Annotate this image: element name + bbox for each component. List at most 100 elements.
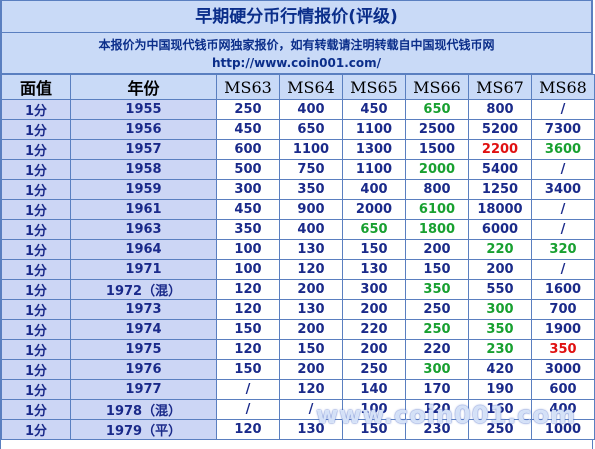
price-cell: 1800 [405, 219, 469, 240]
table-row: 1分 1974 150 200 220 250 350 1900 [1, 319, 595, 340]
header-denomination: 面值 [1, 74, 71, 100]
price-cell: 600 [531, 379, 595, 400]
price-cell: 3600 [531, 139, 595, 160]
price-cell: 1250 [468, 179, 532, 200]
price-cell: 250 [405, 319, 469, 340]
price-cell: 120 [216, 339, 280, 360]
table-row: 1分 1959 300 350 400 800 1250 3400 [1, 179, 595, 200]
year-cell: 1971 [70, 259, 217, 280]
price-cell: 350 [405, 279, 469, 300]
price-cell: 18000 [468, 199, 532, 220]
price-cell: 220 [342, 319, 406, 340]
price-cell: 1100 [342, 159, 406, 180]
price-cell: 5200 [468, 119, 532, 140]
header-year: 年份 [70, 74, 217, 100]
price-cell: 550 [468, 279, 532, 300]
price-cell: 650 [405, 99, 469, 120]
price-cell: 1000 [531, 419, 595, 440]
price-cell: 3000 [531, 359, 595, 380]
price-cell: 130 [279, 419, 343, 440]
price-cell: 400 [531, 399, 595, 420]
price-cell: / [531, 159, 595, 180]
price-cell: 3400 [531, 179, 595, 200]
price-cell: 700 [531, 299, 595, 320]
denomination-cell: 1分 [1, 339, 71, 360]
denomination-cell: 1分 [1, 99, 71, 120]
price-cell: 200 [468, 259, 532, 280]
denomination-cell: 1分 [1, 259, 71, 280]
table-row: 1分 1955 250 400 450 650 800/ [1, 99, 595, 120]
price-cell: 200 [342, 299, 406, 320]
price-cell: 1100 [279, 139, 343, 160]
price-cell: 800 [405, 179, 469, 200]
price-cell: 250 [405, 299, 469, 320]
price-cell: 150 [216, 359, 280, 380]
price-cell: 5400 [468, 159, 532, 180]
price-cell: 250 [216, 99, 280, 120]
table-row: 1分 1973 120 130 200 250 300 700 [1, 299, 595, 320]
price-cell: 650 [279, 119, 343, 140]
year-cell: 1973 [70, 299, 217, 320]
table-row: 1分 1976 150 200 250 300 420 3000 [1, 359, 595, 380]
denomination-cell: 1分 [1, 219, 71, 240]
price-cell: 130 [342, 259, 406, 280]
table-header-row: 面值 年份 MS63 MS64 MS65 MS66 MS67 MS68 [1, 74, 595, 100]
price-cell: 2200 [468, 139, 532, 160]
price-cell: 200 [279, 359, 343, 380]
denomination-cell: 1分 [1, 279, 71, 300]
year-cell: 1959 [70, 179, 217, 200]
price-cell: 450 [216, 199, 280, 220]
price-cell: 170 [405, 379, 469, 400]
table-row: 1分 1975 120 150 200 220 230 350 [1, 339, 595, 360]
year-cell: 1955 [70, 99, 217, 120]
price-cell: 400 [342, 179, 406, 200]
year-cell: 1963 [70, 219, 217, 240]
year-cell: 1956 [70, 119, 217, 140]
price-cell: 160 [468, 399, 532, 420]
price-cell: 1100 [342, 119, 406, 140]
denomination-cell: 1分 [1, 119, 71, 140]
year-cell: 1979（平） [70, 419, 217, 440]
table-row: 1分 1964 100 130 150 200 220 320 [1, 239, 595, 260]
price-cell: 350 [531, 339, 595, 360]
price-cell: 120 [279, 259, 343, 280]
price-cell: / [531, 99, 595, 120]
price-cell: 500 [216, 159, 280, 180]
price-cell: 250 [342, 359, 406, 380]
price-cell: 2000 [342, 199, 406, 220]
year-cell: 1964 [70, 239, 217, 260]
header-ms67: MS67 [468, 74, 532, 100]
table-row: 1分 1957 600 1100 1300 1500 2200 3600 [1, 139, 595, 160]
price-cell: 250 [468, 419, 532, 440]
price-cell: 150 [342, 239, 406, 260]
denomination-cell: 1分 [1, 179, 71, 200]
price-cell: 150 [279, 339, 343, 360]
table-row: 1分 1977/120 140 170 190 600 [1, 379, 595, 400]
price-cell: 300 [342, 279, 406, 300]
price-cell: 800 [468, 99, 532, 120]
price-cell: 6100 [405, 199, 469, 220]
denomination-cell: 1分 [1, 419, 71, 440]
header-ms68: MS68 [531, 74, 595, 100]
price-cell: 300 [216, 179, 280, 200]
denomination-cell: 1分 [1, 379, 71, 400]
header-ms63: MS63 [216, 74, 280, 100]
price-cell: 400 [279, 219, 343, 240]
price-cell: 130 [279, 299, 343, 320]
price-cell: 130 [279, 239, 343, 260]
price-cell: 750 [279, 159, 343, 180]
price-cell: 200 [405, 239, 469, 260]
site-url-link[interactable]: http://www.coin001.com/ [211, 56, 382, 70]
year-cell: 1957 [70, 139, 217, 160]
price-cell: 450 [342, 99, 406, 120]
price-cell: 1500 [405, 139, 469, 160]
denomination-cell: 1分 [1, 239, 71, 260]
year-cell: 1976 [70, 359, 217, 380]
price-cell: 220 [405, 339, 469, 360]
header-ms64: MS64 [279, 74, 343, 100]
year-cell: 1958 [70, 159, 217, 180]
table-row: 1分 1971 100 120 130 150 200/ [1, 259, 595, 280]
price-cell: 650 [342, 219, 406, 240]
price-cell: 350 [468, 319, 532, 340]
